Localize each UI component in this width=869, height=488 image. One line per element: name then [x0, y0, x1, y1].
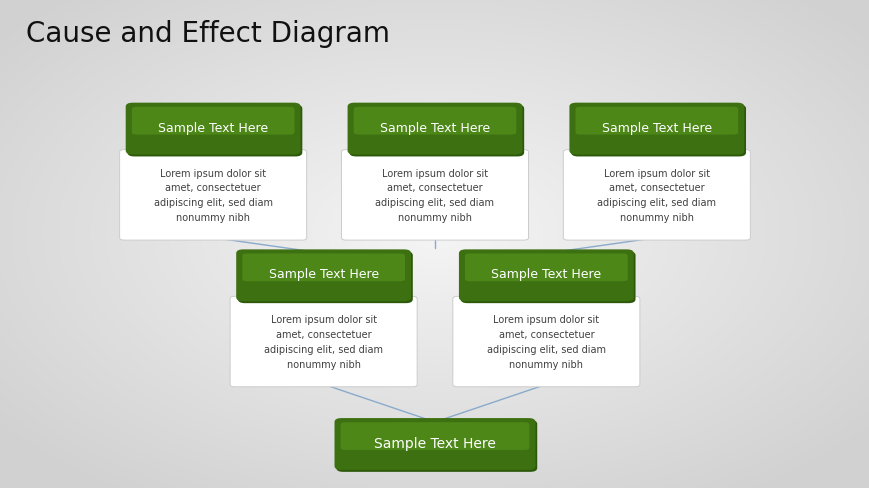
FancyBboxPatch shape	[120, 150, 307, 241]
Text: Sample Text Here: Sample Text Here	[374, 436, 495, 450]
FancyBboxPatch shape	[452, 297, 640, 387]
FancyBboxPatch shape	[235, 250, 411, 302]
FancyBboxPatch shape	[353, 107, 516, 135]
FancyBboxPatch shape	[341, 422, 528, 450]
FancyBboxPatch shape	[127, 105, 302, 157]
Text: Sample Text Here: Sample Text Here	[601, 122, 711, 135]
FancyBboxPatch shape	[335, 420, 537, 472]
Text: Sample Text Here: Sample Text Here	[491, 268, 600, 281]
FancyBboxPatch shape	[132, 107, 295, 135]
FancyBboxPatch shape	[568, 103, 743, 155]
FancyBboxPatch shape	[570, 105, 746, 157]
Text: Cause and Effect Diagram: Cause and Effect Diagram	[26, 20, 389, 47]
FancyBboxPatch shape	[242, 254, 404, 282]
Text: Sample Text Here: Sample Text Here	[380, 122, 489, 135]
Text: Lorem ipsum dolor sit
amet, consectetuer
adipiscing elit, sed diam
nonummy nibh: Lorem ipsum dolor sit amet, consectetuer…	[375, 168, 494, 223]
Text: Lorem ipsum dolor sit
amet, consectetuer
adipiscing elit, sed diam
nonummy nibh: Lorem ipsum dolor sit amet, consectetuer…	[597, 168, 715, 223]
FancyBboxPatch shape	[349, 105, 523, 157]
FancyBboxPatch shape	[125, 103, 301, 155]
FancyBboxPatch shape	[229, 297, 417, 387]
Text: Lorem ipsum dolor sit
amet, consectetuer
adipiscing elit, sed diam
nonummy nibh: Lorem ipsum dolor sit amet, consectetuer…	[264, 315, 382, 369]
FancyBboxPatch shape	[237, 252, 413, 304]
Text: Lorem ipsum dolor sit
amet, consectetuer
adipiscing elit, sed diam
nonummy nibh: Lorem ipsum dolor sit amet, consectetuer…	[154, 168, 272, 223]
FancyBboxPatch shape	[464, 254, 627, 282]
FancyBboxPatch shape	[341, 150, 528, 241]
FancyBboxPatch shape	[563, 150, 749, 241]
FancyBboxPatch shape	[575, 107, 737, 135]
FancyBboxPatch shape	[459, 250, 633, 302]
FancyBboxPatch shape	[335, 418, 535, 470]
Text: Lorem ipsum dolor sit
amet, consectetuer
adipiscing elit, sed diam
nonummy nibh: Lorem ipsum dolor sit amet, consectetuer…	[487, 315, 605, 369]
Text: Sample Text Here: Sample Text Here	[269, 268, 378, 281]
Text: Sample Text Here: Sample Text Here	[158, 122, 268, 135]
FancyBboxPatch shape	[461, 252, 634, 304]
FancyBboxPatch shape	[348, 103, 521, 155]
